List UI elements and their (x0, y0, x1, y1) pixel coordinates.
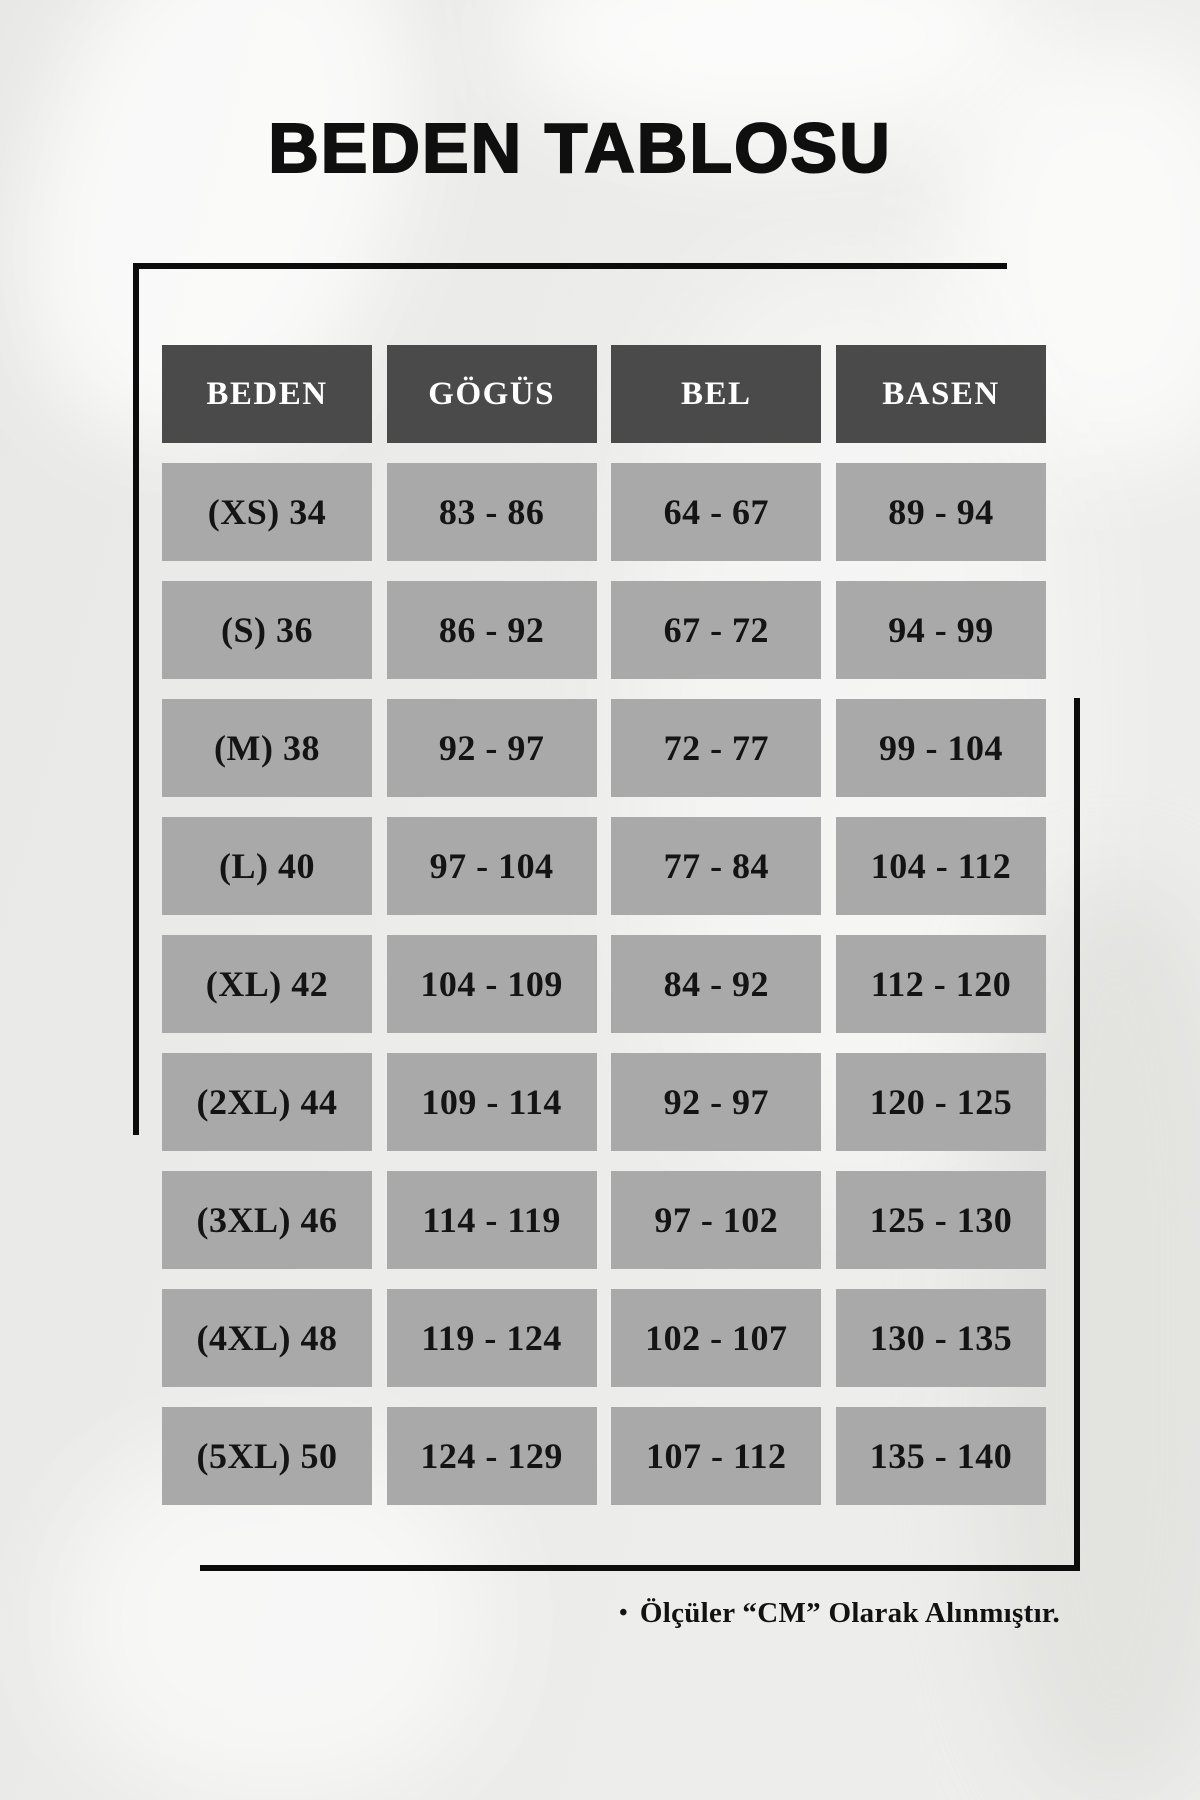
size-table: BEDEN GÖGÜS BEL BASEN (XS) 34 83 - 86 64… (162, 345, 1046, 1505)
table-cell-chest: 86 - 92 (386, 581, 597, 679)
frame-line-bottom (200, 1565, 1080, 1571)
table-cell-waist: 72 - 77 (611, 699, 822, 797)
table-cell-chest: 83 - 86 (386, 463, 597, 561)
frame-line-right (1074, 698, 1080, 1571)
frame-line-left (133, 263, 139, 1135)
table-cell-size: (S) 36 (162, 581, 372, 679)
table-cell-chest: 119 - 124 (386, 1289, 597, 1387)
table-cell-hip: 104 - 112 (835, 817, 1046, 915)
column-header-basen: BASEN (835, 345, 1046, 443)
table-cell-hip: 130 - 135 (835, 1289, 1046, 1387)
page-title: BEDEN TABLOSU (267, 108, 892, 188)
table-cell-size: (XL) 42 (162, 935, 372, 1033)
table-cell-size: (4XL) 48 (162, 1289, 372, 1387)
table-cell-chest: 92 - 97 (386, 699, 597, 797)
table-cell-waist: 84 - 92 (611, 935, 822, 1033)
table-cell-waist: 97 - 102 (611, 1171, 822, 1269)
table-cell-size: (XS) 34 (162, 463, 372, 561)
table-cell-size: (5XL) 50 (162, 1407, 372, 1505)
table-cell-waist: 77 - 84 (611, 817, 822, 915)
column-header-beden: BEDEN (162, 345, 372, 443)
column-header-gogus: GÖGÜS (386, 345, 597, 443)
table-cell-hip: 94 - 99 (835, 581, 1046, 679)
table-cell-waist: 107 - 112 (611, 1407, 822, 1505)
table-cell-hip: 89 - 94 (835, 463, 1046, 561)
table-cell-hip: 99 - 104 (835, 699, 1046, 797)
table-cell-size: (L) 40 (162, 817, 372, 915)
table-cell-hip: 135 - 140 (835, 1407, 1046, 1505)
table-cell-chest: 97 - 104 (386, 817, 597, 915)
column-header-bel: BEL (611, 345, 822, 443)
table-cell-waist: 64 - 67 (611, 463, 822, 561)
bullet-icon: • (619, 1600, 628, 1626)
table-cell-size: (3XL) 46 (162, 1171, 372, 1269)
table-cell-hip: 120 - 125 (835, 1053, 1046, 1151)
footer-note-text: Ölçüler “CM” Olarak Alınmıştır. (639, 1597, 1060, 1629)
frame-line-top (133, 263, 1007, 269)
table-cell-size: (2XL) 44 (162, 1053, 372, 1151)
footer-note: • Ölçüler “CM” Olarak Alınmıştır. (619, 1597, 1060, 1630)
table-cell-waist: 92 - 97 (611, 1053, 822, 1151)
table-cell-chest: 114 - 119 (386, 1171, 597, 1269)
table-cell-size: (M) 38 (162, 699, 372, 797)
table-cell-hip: 112 - 120 (835, 935, 1046, 1033)
table-cell-chest: 104 - 109 (386, 935, 597, 1033)
table-cell-waist: 67 - 72 (611, 581, 822, 679)
table-cell-waist: 102 - 107 (611, 1289, 822, 1387)
table-cell-hip: 125 - 130 (835, 1171, 1046, 1269)
table-cell-chest: 109 - 114 (386, 1053, 597, 1151)
table-cell-chest: 124 - 129 (386, 1407, 597, 1505)
